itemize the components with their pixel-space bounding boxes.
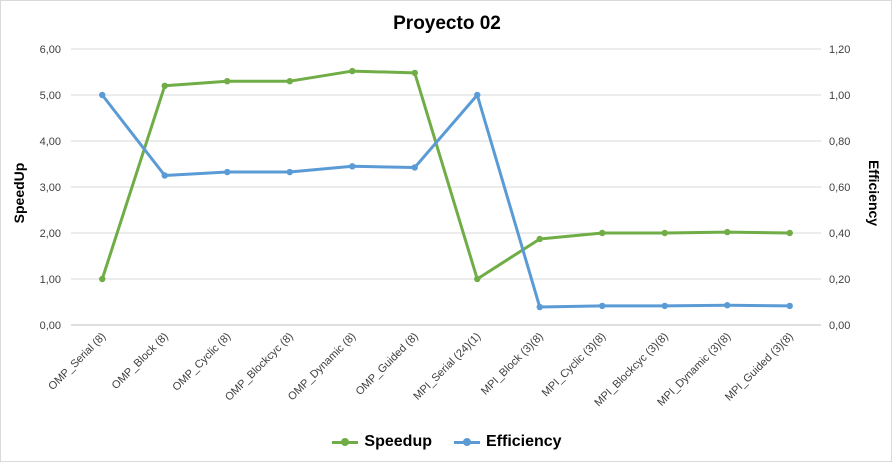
y-tick-label: 4,00 (40, 136, 61, 148)
data-point-speedup (474, 275, 481, 283)
legend-swatch-speedup (332, 437, 359, 446)
data-point-efficiency (349, 163, 356, 170)
x-tick-label: MPI_Block (3)(8) (479, 331, 546, 398)
data-point-efficiency (161, 172, 168, 179)
y-tick-label: 6,00 (40, 44, 61, 56)
y-axis-title: SpeedUp (11, 163, 27, 224)
x-tick-label: OMP_Dynamic (8) (286, 331, 358, 403)
gridlines (71, 48, 821, 326)
y2-axis-title: Efficiency (866, 160, 882, 226)
y2-tick-label: 0,00 (829, 320, 850, 332)
data-point-efficiency (661, 302, 668, 310)
legend-item-efficiency: Efficiency (453, 433, 562, 451)
data-point-speedup (599, 229, 606, 237)
x-tick-label: OMP_Cyclic (8) (170, 331, 233, 394)
y2-tick-label: 0,40 (829, 228, 850, 240)
y-tick-label: 2,00 (40, 228, 61, 240)
y-tick-label: 3,00 (40, 182, 61, 194)
x-tick-label: OMP_Guided (8) (354, 331, 421, 398)
x-tick-label: MPI_Guided (3)(8) (723, 331, 796, 404)
legend-label-efficiency: Efficiency (485, 433, 562, 450)
data-point-efficiency (474, 91, 481, 99)
data-point-speedup (411, 69, 418, 77)
series-lines (99, 67, 793, 311)
data-point-efficiency (224, 168, 231, 176)
data-point-speedup (786, 229, 793, 237)
x-tick-label: MPI_Serial (24)(1) (411, 331, 483, 403)
y-tick-label: 5,00 (40, 90, 61, 102)
data-point-speedup (536, 235, 543, 243)
y2-tick-label: 0,80 (829, 136, 850, 148)
data-point-speedup (161, 82, 168, 90)
series-line-speedup (100, 69, 792, 281)
x-tick-label: OMP_Block (8) (110, 331, 171, 392)
x-tick-label: MPI_Cyclic (3)(8) (540, 331, 609, 400)
data-point-speedup (349, 67, 356, 75)
data-point-efficiency (786, 302, 793, 310)
data-point-efficiency (286, 168, 293, 176)
data-point-speedup (724, 228, 731, 236)
data-point-efficiency (99, 91, 106, 99)
legend-label-speedup: Speedup (364, 433, 432, 450)
y2-tick-label: 0,60 (829, 182, 850, 194)
series-line-efficiency (100, 93, 792, 309)
legend-item-speedup: Speedup (332, 433, 432, 451)
x-tick-label: OMP_Serial (8) (46, 331, 108, 393)
y2-tick-label: 0,20 (829, 274, 850, 286)
chart-title: Proyecto 02 (393, 13, 501, 34)
legend: Speedup Efficiency (1, 433, 892, 451)
data-point-efficiency (599, 302, 606, 310)
data-point-efficiency (724, 302, 731, 309)
data-point-speedup (286, 78, 293, 85)
y-tick-label: 0,00 (40, 320, 61, 332)
data-point-speedup (661, 229, 668, 237)
legend-swatch-efficiency (453, 437, 480, 446)
data-point-speedup (99, 275, 106, 283)
y-tick-label: 1,00 (40, 274, 61, 286)
x-tick-label: OMP_Blockcyc (8) (223, 331, 296, 404)
data-point-speedup (224, 78, 231, 85)
y2-tick-label: 1,20 (829, 44, 850, 56)
data-point-efficiency (536, 303, 543, 311)
data-point-efficiency (411, 164, 418, 171)
y2-tick-label: 1,00 (829, 90, 850, 102)
